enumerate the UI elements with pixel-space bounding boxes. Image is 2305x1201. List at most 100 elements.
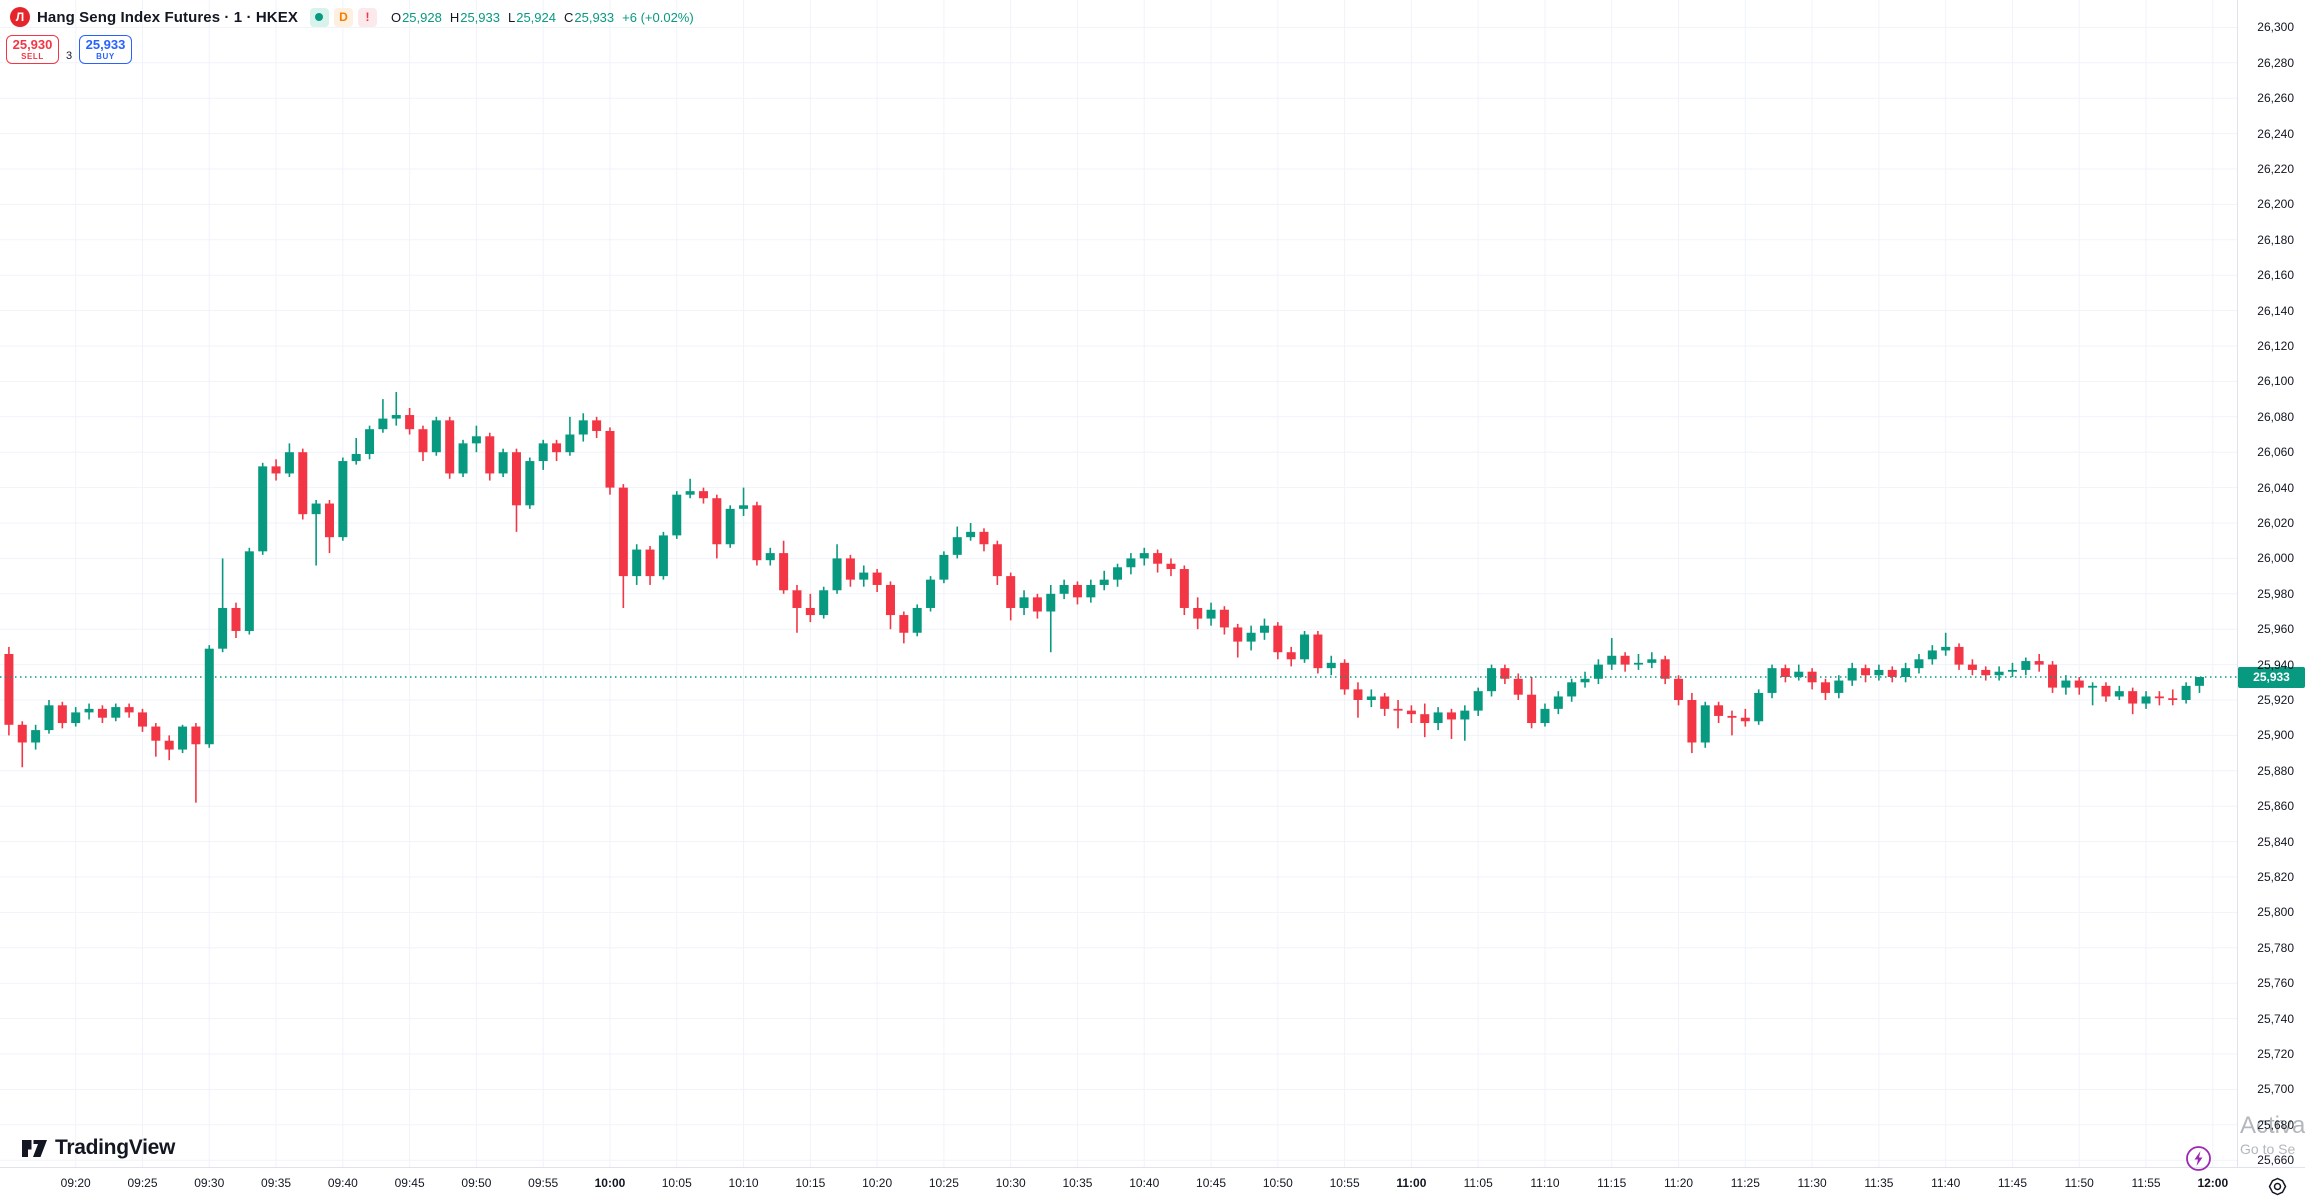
market-status-badge[interactable] — [309, 7, 329, 27]
candle-body — [1994, 671, 2004, 676]
candle-body — [1219, 609, 1229, 628]
time-tick-label: 10:05 — [661, 1176, 692, 1190]
candle-body — [178, 726, 188, 750]
candle-body — [391, 415, 401, 419]
price-tick-label: 25,660 — [2257, 1153, 2294, 1168]
instant-order-lightning-button[interactable] — [2185, 1145, 2212, 1172]
price-tick-label: 26,060 — [2257, 445, 2294, 460]
candle-body — [1580, 678, 1590, 683]
candle-body — [1767, 668, 1777, 693]
sell-button[interactable]: 25,930 SELL — [6, 35, 59, 64]
candle-body — [324, 503, 334, 538]
candle-body — [912, 607, 922, 633]
last-price-tag[interactable]: 25,933 — [2238, 666, 2305, 688]
buy-price: 25,933 — [85, 37, 126, 52]
ohlc-readout: O25,928 H25,933 L25,924 C25,933 +6 (+0.0… — [391, 10, 694, 25]
candle-body — [1487, 668, 1497, 692]
candle-body — [271, 466, 281, 474]
time-axis[interactable]: 09:20 09:25 09:30 09:35 09:40 09:45 09:50 09:55… — [0, 1168, 2305, 1198]
candle-body — [1246, 632, 1256, 642]
candle-body — [1113, 567, 1123, 580]
price-tick-label: 26,260 — [2257, 91, 2294, 106]
change-value: +6 (+0.02%) — [622, 9, 694, 25]
candle-body — [1500, 668, 1510, 679]
price-tick-label: 25,780 — [2257, 940, 2294, 955]
price-tick-label: 26,200 — [2257, 197, 2294, 212]
candle-body — [1927, 650, 1937, 660]
daily-interval-badge[interactable]: D — [333, 7, 353, 27]
tradingview-logo-icon — [22, 1139, 47, 1157]
time-tick-label: 10:25 — [928, 1176, 959, 1190]
candle-body — [2074, 680, 2084, 688]
candle-body — [1366, 696, 1376, 701]
candle-body — [97, 708, 107, 718]
candle-body — [2034, 661, 2044, 665]
candle-body — [739, 505, 749, 509]
candle-body — [1193, 607, 1203, 619]
price-axis[interactable]: 25,660 25,680 25,700 25,720 25,740 25,760 25,7… — [2238, 0, 2305, 1167]
candle-body — [1834, 680, 1844, 693]
price-tick-label: 25,760 — [2257, 976, 2294, 991]
price-tick-label: 26,100 — [2257, 374, 2294, 389]
price-tick-label: 26,140 — [2257, 303, 2294, 318]
candle-body — [1460, 710, 1470, 720]
candle-body — [1794, 671, 1804, 677]
candle-body — [1807, 671, 1817, 683]
candle-body — [578, 420, 588, 435]
candle-body — [458, 443, 468, 474]
alert-badge[interactable]: ! — [357, 7, 377, 27]
price-tick-label: 26,280 — [2257, 55, 2294, 70]
candle-body — [1700, 705, 1710, 743]
price-tick-label: 25,800 — [2257, 905, 2294, 920]
time-tick-label: 10:00 — [594, 1176, 626, 1190]
time-tick-label: 11:05 — [1463, 1176, 1493, 1190]
candle-body — [1473, 691, 1483, 711]
symbol-logo-icon[interactable]: Л — [10, 7, 30, 27]
candle-body — [164, 740, 174, 750]
candle-body — [1086, 584, 1096, 598]
last-price-value: 25,933 — [2253, 670, 2290, 684]
candle-body — [338, 461, 348, 538]
tradingview-logo[interactable]: TradingView — [22, 1136, 175, 1160]
candle-body — [351, 453, 361, 462]
candle-body — [1754, 692, 1764, 722]
symbol-title[interactable]: Hang Seng Index Futures · 1 · HKEX — [37, 8, 298, 26]
candle-body — [952, 537, 962, 555]
time-tick-label: 11:20 — [1663, 1176, 1694, 1190]
candle-body — [538, 443, 548, 462]
candle-body — [859, 572, 869, 580]
candle-body — [204, 648, 214, 745]
candle-body — [2141, 696, 2151, 704]
candle-body — [525, 461, 535, 506]
low-value: 25,924 — [516, 9, 556, 25]
candle-body — [725, 508, 735, 545]
time-tick-label: 11:50 — [2064, 1176, 2094, 1190]
candle-body — [992, 544, 1002, 577]
candle-body — [1914, 659, 1924, 669]
time-axis-border — [0, 1167, 2305, 1168]
candle-body — [485, 436, 495, 474]
candle-body — [1433, 712, 1443, 724]
candle-body — [1259, 625, 1269, 633]
time-tick-label: 09:20 — [60, 1176, 91, 1190]
candle-body — [1553, 696, 1563, 709]
price-tick-label: 25,820 — [2257, 870, 2294, 884]
time-tick-label: 10:30 — [995, 1176, 1026, 1190]
time-tick-label: 10:45 — [1196, 1176, 1227, 1190]
candle-body — [1046, 593, 1056, 612]
candle-body — [2154, 696, 2164, 699]
candle-body — [1273, 625, 1283, 653]
candle-body — [311, 503, 321, 515]
candle-body — [1032, 597, 1042, 612]
buy-button[interactable]: 25,933 BUY — [79, 35, 132, 64]
candle-body — [137, 712, 147, 727]
price-tick-label: 25,740 — [2257, 1011, 2294, 1026]
candle-body — [84, 708, 94, 713]
candle-body — [632, 549, 642, 577]
axis-settings-gear-button[interactable] — [2268, 1177, 2287, 1196]
time-tick-label: 09:30 — [194, 1176, 225, 1190]
candle-body — [698, 491, 708, 499]
candle-body — [765, 553, 775, 561]
candle-body — [1901, 668, 1911, 677]
